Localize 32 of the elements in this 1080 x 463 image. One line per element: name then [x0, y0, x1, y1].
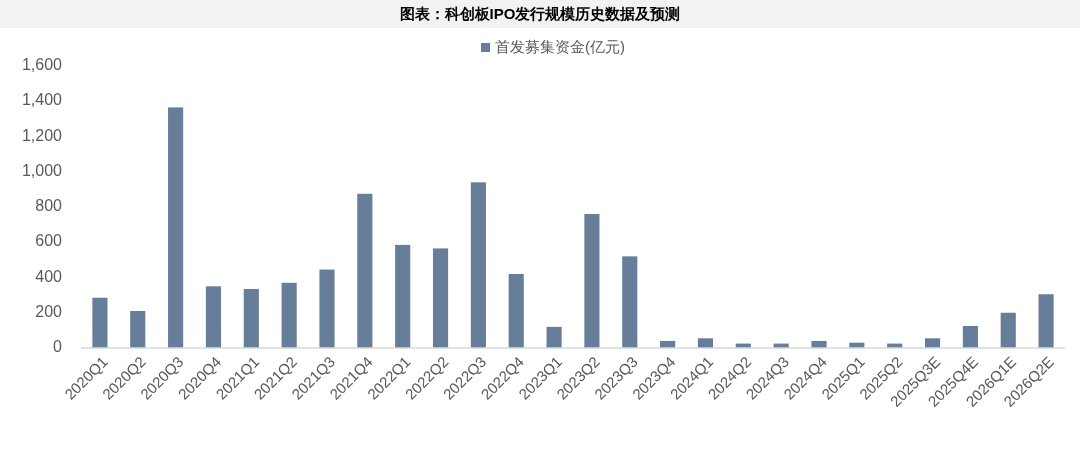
- y-tick-label: 1,600: [21, 56, 63, 74]
- bar: [319, 269, 335, 348]
- bar: [811, 340, 827, 348]
- y-tick-label: 1,000: [21, 161, 63, 179]
- bar: [546, 326, 562, 348]
- bar: [584, 214, 600, 348]
- bar: [395, 244, 411, 348]
- bar: [1000, 312, 1016, 348]
- bar: [924, 338, 941, 348]
- bar: [1038, 294, 1054, 348]
- bar: [130, 310, 146, 348]
- bar: [432, 248, 449, 348]
- bar: [697, 338, 714, 348]
- y-tick-label: 0: [53, 338, 63, 356]
- y-tick-label: 400: [35, 267, 63, 285]
- bar: [168, 107, 184, 348]
- legend-label: 首发募集资金(亿元): [495, 37, 625, 55]
- bar: [508, 273, 524, 348]
- y-tick-label: 1,200: [21, 126, 63, 144]
- bar: [962, 325, 978, 348]
- bar: [243, 288, 259, 348]
- y-tick-label: 200: [35, 302, 63, 320]
- bar: [205, 286, 222, 348]
- bar: [622, 256, 638, 348]
- y-tick-label: 600: [35, 232, 63, 250]
- bar: [281, 282, 297, 348]
- bar: [470, 182, 486, 348]
- bar: [357, 193, 373, 348]
- bar: [92, 297, 108, 348]
- y-tick-label: 1,400: [21, 91, 63, 109]
- y-tick-label: 800: [35, 197, 63, 215]
- chart-title: 图表：科创板IPO发行规模历史数据及预测: [399, 4, 681, 22]
